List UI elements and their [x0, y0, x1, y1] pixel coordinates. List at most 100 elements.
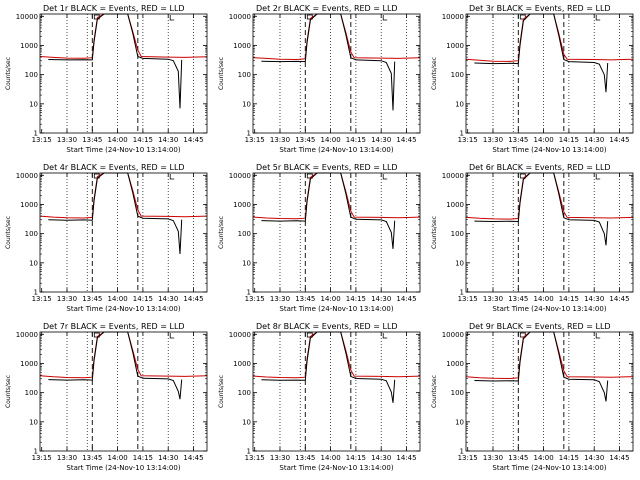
y-axis-label: Counts/sec [218, 375, 225, 408]
chart-panel: Det 1r BLACK = Events, RED = LLD Counts/s… [5, 4, 208, 154]
x-tick-label: 14:00 [108, 295, 128, 303]
events-series-line [474, 331, 609, 402]
chart-title: Det 3r BLACK = Events, RED = LLD [469, 4, 611, 13]
y-tick-label: 100 [238, 230, 251, 238]
lld-series-line [465, 172, 634, 220]
chart-panel: Det 6r BLACK = Events, RED = LLD Counts/s… [431, 163, 634, 313]
x-tick-label: 14:45 [609, 295, 629, 303]
y-tick-label: 1 [460, 448, 464, 456]
y-tick-label: 10 [455, 259, 464, 267]
top-marker [382, 174, 388, 180]
chart-panel: Det 7r BLACK = Events, RED = LLD Counts/s… [5, 322, 208, 472]
x-tick-label: 13:45 [295, 295, 315, 303]
y-axis-label: Counts/sec [431, 57, 438, 90]
x-axis-label: Start Time (24-Nov-10 13:14:00) [66, 146, 180, 154]
x-tick-label: 13:45 [508, 454, 528, 462]
top-marker [519, 332, 526, 338]
y-tick-label: 100 [451, 389, 464, 397]
y-tick-label: 1000 [20, 201, 38, 209]
x-tick-label: 14:45 [396, 295, 416, 303]
y-tick-label: 10 [29, 259, 38, 267]
chart-panel: Det 5r BLACK = Events, RED = LLD Counts/s… [218, 163, 421, 313]
x-tick-label: 14:30 [158, 136, 178, 144]
plot-frame [465, 172, 634, 293]
plot-frame [39, 13, 208, 134]
lld-series-line [252, 172, 421, 220]
top-marker [595, 15, 601, 21]
x-tick-label: 14:45 [183, 454, 203, 462]
x-tick-label: 14:15 [133, 454, 153, 462]
chart-panel: Det 9r BLACK = Events, RED = LLD Counts/s… [431, 322, 634, 472]
top-marker [382, 333, 388, 339]
x-tick-label: 14:30 [584, 454, 604, 462]
y-tick-label: 1 [34, 448, 38, 456]
plot-frame [252, 13, 421, 134]
lld-series-line [465, 13, 634, 62]
y-tick-label: 10000 [442, 13, 464, 21]
x-tick-label: 13:45 [295, 136, 315, 144]
x-tick-label: 14:00 [534, 295, 554, 303]
x-tick-label: 13:30 [57, 136, 77, 144]
y-tick-label: 1 [247, 289, 251, 297]
x-tick-label: 14:45 [609, 136, 629, 144]
y-tick-label: 1000 [233, 42, 251, 50]
y-tick-label: 100 [451, 71, 464, 79]
chart-title: Det 6r BLACK = Events, RED = LLD [469, 163, 611, 172]
plot-frame [252, 172, 421, 293]
y-tick-label: 10000 [16, 13, 38, 21]
y-axis-label: Counts/sec [218, 57, 225, 90]
events-series-line [48, 172, 183, 255]
x-tick-label: 14:15 [559, 136, 579, 144]
x-tick-label: 13:30 [57, 454, 77, 462]
x-axis-label: Start Time (24-Nov-10 13:14:00) [492, 146, 606, 154]
y-tick-label: 10000 [229, 172, 251, 180]
x-tick-label: 13:15 [458, 136, 478, 144]
x-tick-label: 13:15 [245, 454, 265, 462]
y-tick-label: 10 [455, 418, 464, 426]
x-tick-label: 14:45 [609, 454, 629, 462]
x-tick-label: 14:15 [133, 295, 153, 303]
y-tick-label: 1 [247, 448, 251, 456]
x-tick-label: 13:45 [82, 454, 102, 462]
y-tick-label: 10 [242, 100, 251, 108]
x-tick-label: 14:45 [396, 136, 416, 144]
x-tick-label: 13:15 [32, 136, 52, 144]
y-tick-label: 1000 [233, 360, 251, 368]
x-tick-label: 14:30 [371, 295, 391, 303]
x-tick-label: 14:15 [346, 295, 366, 303]
x-tick-label: 14:00 [534, 454, 554, 462]
top-marker [169, 333, 175, 339]
x-tick-label: 13:15 [32, 295, 52, 303]
x-tick-label: 14:30 [584, 136, 604, 144]
lld-series-line [465, 331, 634, 380]
x-tick-label: 13:45 [295, 454, 315, 462]
y-tick-label: 1000 [20, 360, 38, 368]
y-tick-label: 1000 [446, 360, 464, 368]
lld-series-line [252, 331, 421, 379]
plot-frame [39, 331, 208, 452]
plot-frame [465, 331, 634, 452]
plot-frame [465, 13, 634, 134]
x-tick-label: 13:15 [245, 295, 265, 303]
x-tick-label: 13:45 [82, 295, 102, 303]
y-tick-label: 100 [451, 230, 464, 238]
y-axis-label: Counts/sec [5, 57, 12, 90]
top-marker [169, 15, 175, 21]
chart-panel: Det 2r BLACK = Events, RED = LLD Counts/s… [218, 4, 421, 154]
x-tick-label: 14:00 [321, 295, 341, 303]
y-tick-label: 100 [238, 389, 251, 397]
lld-series-line [39, 172, 208, 219]
top-marker [519, 14, 526, 20]
y-axis-label: Counts/sec [5, 375, 12, 408]
x-tick-label: 14:30 [371, 136, 391, 144]
x-tick-label: 13:15 [458, 454, 478, 462]
chart-panel: Det 3r BLACK = Events, RED = LLD Counts/s… [431, 4, 634, 154]
x-axis-label: Start Time (24-Nov-10 13:14:00) [279, 146, 393, 154]
y-tick-label: 10000 [442, 331, 464, 339]
y-tick-label: 1 [460, 130, 464, 138]
y-tick-label: 1000 [446, 42, 464, 50]
y-tick-label: 10 [242, 418, 251, 426]
lld-series-line [39, 13, 208, 59]
x-axis-label: Start Time (24-Nov-10 13:14:00) [279, 305, 393, 313]
